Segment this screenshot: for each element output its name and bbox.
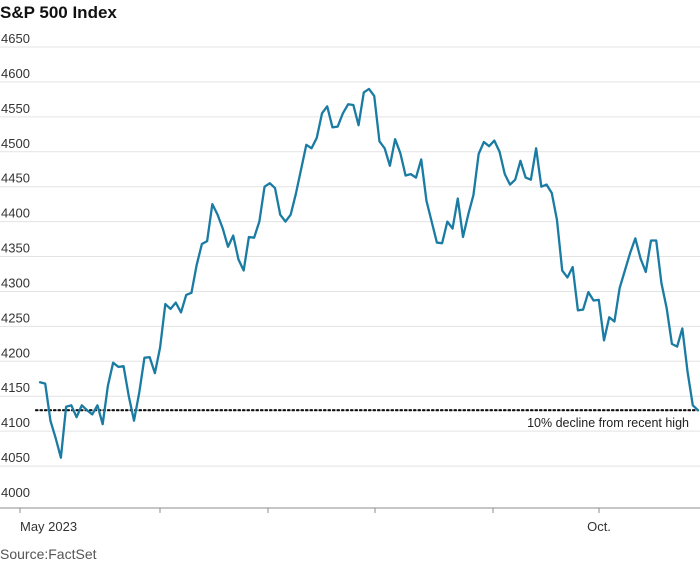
source-note: Source:FactSet: [0, 546, 97, 562]
reference-line-label: 10% decline from recent high: [527, 416, 689, 430]
series-line: [38, 87, 700, 459]
gridlines: [0, 46, 700, 467]
x-axis: May 2023 Oct.: [0, 507, 700, 534]
y-tick-label: 4450: [1, 171, 30, 186]
y-tick-label: 4500: [1, 136, 30, 151]
y-tick-label: 4300: [1, 275, 30, 290]
chart-title: S&P 500 Index: [0, 3, 117, 22]
reference-line-group: 10% decline from recent high: [34, 409, 700, 430]
y-tick-label: 4100: [1, 415, 30, 430]
y-tick-label: 4650: [1, 31, 30, 46]
y-tick-label: 4000: [1, 485, 30, 500]
x-tick-label: Oct.: [587, 519, 611, 534]
y-tick-label: 4400: [1, 206, 30, 221]
y-tick-label: 4250: [1, 310, 30, 325]
y-axis-tick-labels: 4000 4050 4100 4150 4200 4250 4300 4350 4400 4450…: [1, 31, 30, 500]
y-tick-label: 4150: [1, 380, 30, 395]
y-tick-label: 4050: [1, 450, 30, 465]
y-tick-label: 4550: [1, 101, 30, 116]
y-tick-label: 4600: [1, 66, 30, 81]
y-tick-label: 4200: [1, 345, 30, 360]
x-tick-label: May 2023: [20, 519, 77, 534]
y-tick-label: 4350: [1, 241, 30, 256]
series-layer: [38, 87, 700, 459]
